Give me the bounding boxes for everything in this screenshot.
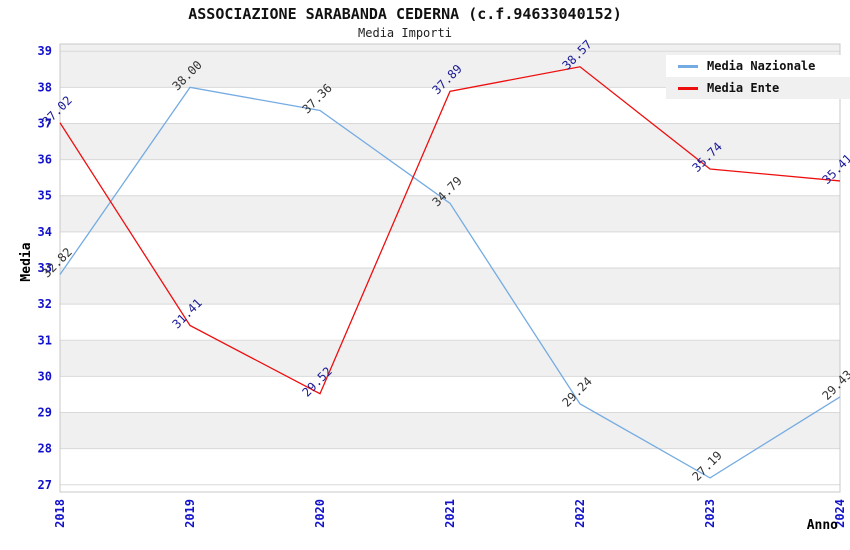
y-tick-label: 34 <box>38 225 52 239</box>
y-tick-label: 35 <box>38 189 52 203</box>
x-tick-label: 2022 <box>573 499 587 528</box>
chart-legend: Media Nazionale Media Ente <box>666 55 850 99</box>
point-label: 27.19 <box>689 448 724 483</box>
x-tick-label: 2021 <box>443 499 457 528</box>
y-tick-label: 36 <box>38 153 52 167</box>
y-tick-label: 31 <box>38 333 52 347</box>
plot-border <box>59 43 841 493</box>
x-tick-label: 2018 <box>53 499 67 528</box>
plot-band <box>60 195 840 232</box>
legend-label: Media Ente <box>707 81 780 95</box>
y-tick-label: 32 <box>38 297 52 311</box>
x-tick-label: 2019 <box>183 499 197 528</box>
y-tick-label: 28 <box>38 442 52 456</box>
y-tick-label: 33 <box>38 261 52 275</box>
legend-label: Media Nazionale <box>707 59 816 73</box>
legend-item: Media Nazionale <box>666 55 850 77</box>
x-tick-label: 2024 <box>833 499 847 528</box>
plot-band <box>60 412 840 449</box>
series-line-1 <box>59 66 841 395</box>
y-axis-title: Media <box>19 242 34 281</box>
legend-marker <box>678 86 698 90</box>
x-axis-title: Anno <box>807 518 838 533</box>
y-tick-label: 30 <box>38 369 52 383</box>
chart-subtitle: Media Importi <box>358 26 452 40</box>
plot-band <box>60 268 840 305</box>
y-tick-label: 37 <box>38 116 52 130</box>
y-tick-label: 39 <box>38 44 52 58</box>
y-tick-label: 27 <box>38 478 52 492</box>
y-tick-label: 38 <box>38 80 52 94</box>
x-tick-label: 2023 <box>703 499 717 528</box>
series-line-0 <box>59 86 841 479</box>
x-tick-label: 2020 <box>313 499 327 528</box>
y-tick-label: 29 <box>38 406 52 420</box>
chart-header: ASSOCIAZIONE SARABANDA CEDERNA (c.f.9463… <box>0 5 810 40</box>
plot-band <box>60 123 840 160</box>
legend-item: Media Ente <box>666 77 850 99</box>
plot-band <box>60 340 840 377</box>
chart-title: ASSOCIAZIONE SARABANDA CEDERNA (c.f.9463… <box>188 5 622 23</box>
legend-marker <box>678 64 698 68</box>
